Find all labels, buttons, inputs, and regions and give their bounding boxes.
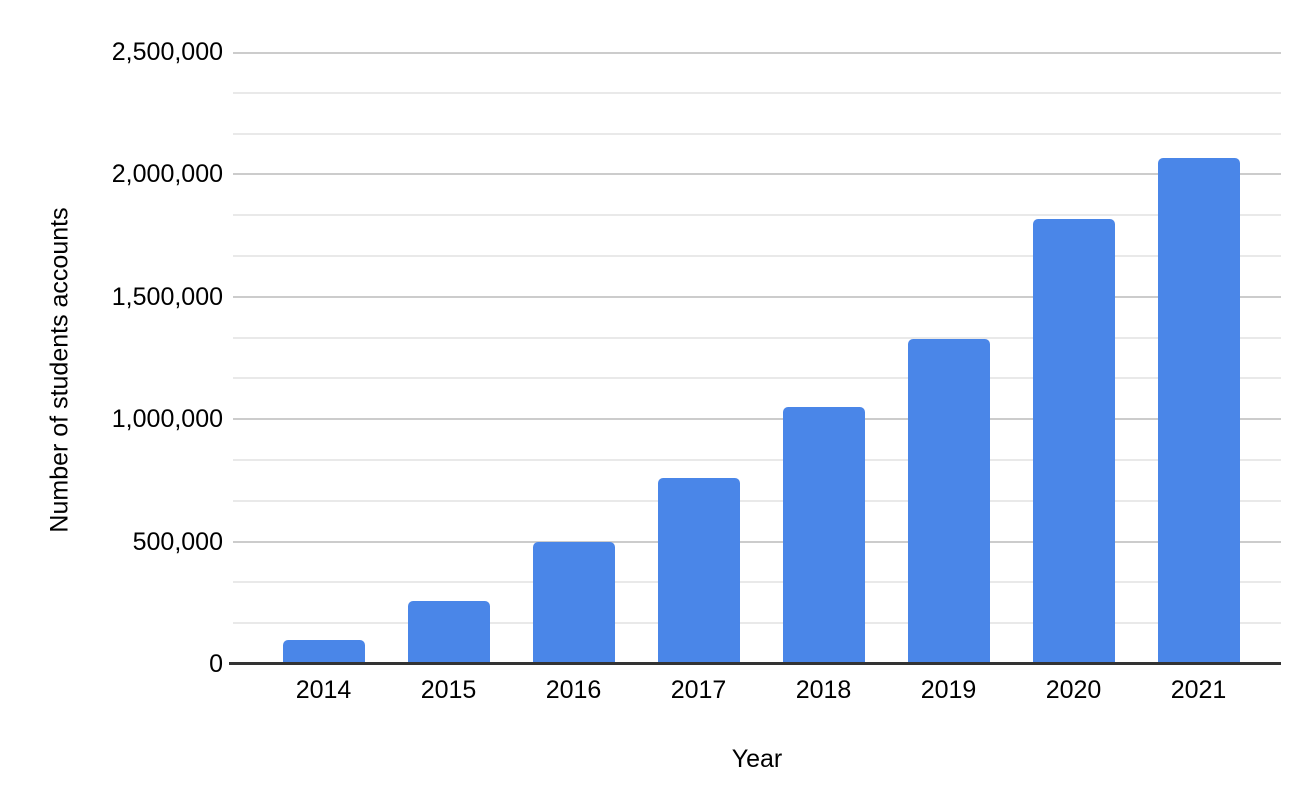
bar-slot-2014 [261, 52, 386, 662]
y-tick-label: 2,500,000 [111, 38, 223, 66]
bar-2016[interactable] [532, 542, 615, 662]
x-axis-tick-labels: 2014 2015 2016 2017 2018 2019 2020 2021 [261, 676, 1261, 704]
bar-2017[interactable] [657, 478, 740, 662]
x-tick-label: 2019 [920, 676, 977, 704]
y-tick-label: 0 [209, 650, 223, 678]
bar-slot-2017 [636, 52, 761, 662]
gridline-major [233, 173, 1281, 176]
y-tick-label: 2,000,000 [111, 160, 223, 189]
gridline-minor [233, 132, 1281, 135]
x-tick-label: 2017 [670, 676, 727, 704]
gridline-minor [233, 377, 1281, 380]
y-tick-label: 500,000 [132, 527, 223, 556]
gridline-minor [233, 336, 1281, 339]
bars-row [261, 52, 1261, 662]
gridline-minor [233, 255, 1281, 257]
bar-2014[interactable] [282, 639, 365, 662]
gridline-major [233, 540, 1281, 543]
bar-2019[interactable] [907, 338, 990, 662]
x-tick-label: 2020 [1045, 676, 1102, 704]
gridline-minor [233, 459, 1281, 461]
x-tick-label: 2018 [795, 676, 852, 704]
gridline-minor [233, 581, 1281, 584]
bar-slot-2015 [386, 52, 511, 662]
bar-slot-2021 [1136, 52, 1261, 662]
x-tick-label: 2021 [1170, 676, 1227, 704]
x-axis-line [229, 662, 1281, 665]
bar-slot-2020 [1011, 52, 1136, 662]
plot-area [229, 52, 1281, 665]
gridline-major [233, 418, 1281, 421]
x-axis-title: Year [731, 745, 783, 773]
bar-2018[interactable] [782, 407, 865, 662]
y-axis-tick-labels: 0 500,000 1,000,000 1,500,000 2,000,000 2,500… [0, 0, 223, 808]
gridline-minor [233, 622, 1281, 625]
bar-slot-2016 [511, 52, 636, 662]
x-tick-label: 2015 [420, 676, 477, 704]
gridline-minor [233, 499, 1281, 502]
bar-slot-2019 [886, 52, 1011, 662]
bar-2015[interactable] [407, 600, 490, 662]
gridline-minor [233, 91, 1281, 94]
bar-2021[interactable] [1157, 157, 1240, 662]
x-tick-label: 2016 [545, 676, 602, 704]
bar-slot-2018 [761, 52, 886, 662]
y-tick-label: 1,000,000 [111, 405, 223, 434]
gridline-minor [233, 214, 1281, 217]
bar-2020[interactable] [1032, 218, 1115, 662]
y-tick-label: 1,500,000 [111, 282, 223, 311]
gridline-major [233, 52, 1281, 54]
x-tick-label: 2014 [295, 676, 352, 704]
gridline-major [233, 295, 1281, 298]
